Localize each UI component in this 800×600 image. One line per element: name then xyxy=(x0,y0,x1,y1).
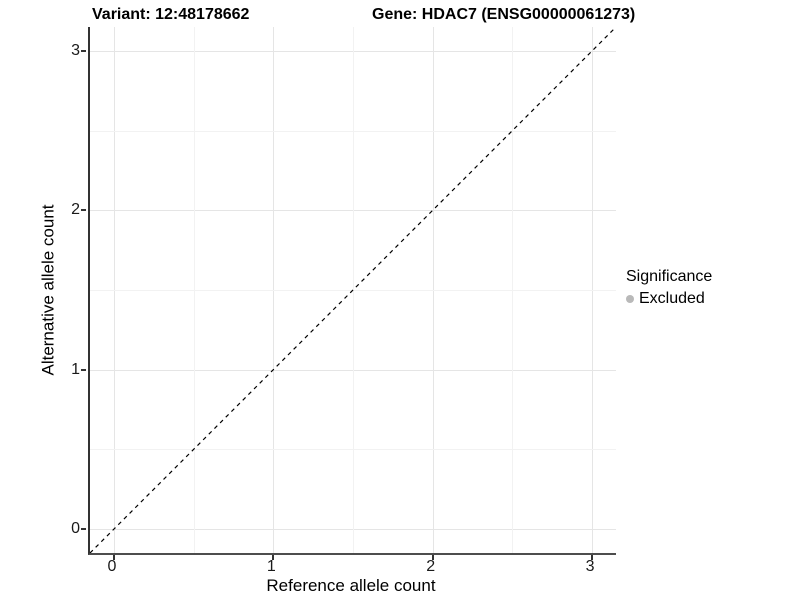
x-tick-mark xyxy=(591,555,594,560)
plot-title-variant: Variant: 12:48178662 xyxy=(92,6,250,23)
y-axis-tick-labels: 0 1 2 3 xyxy=(54,27,80,553)
x-tick-mark xyxy=(272,555,275,560)
y-tick-mark xyxy=(81,49,86,52)
x-tick-label: 2 xyxy=(426,558,436,575)
legend: Significance Excluded xyxy=(626,268,712,308)
x-axis-title: Reference allele count xyxy=(266,576,436,595)
y-tick-mark xyxy=(81,368,86,371)
y-axis-title: Alternative allele count xyxy=(39,204,59,376)
y-tick-label: 1 xyxy=(71,360,80,378)
legend-item-excluded: Excluded xyxy=(626,290,712,308)
x-tick-mark xyxy=(431,555,434,560)
plot-title-gene: Gene: HDAC7 (ENSG00000061273) xyxy=(372,6,636,23)
x-tick-mark xyxy=(112,555,115,560)
y-axis-title-wrap: Alternative allele count xyxy=(34,27,64,553)
identity-line-layer xyxy=(90,27,616,553)
y-tick-mark xyxy=(81,209,86,212)
legend-circle-marker-icon xyxy=(626,295,634,303)
y-tick-label: 0 xyxy=(71,520,80,538)
y-tick-mark xyxy=(81,528,86,531)
x-axis-tick-labels: 0 1 2 3 xyxy=(88,558,614,578)
y-tick-label: 2 xyxy=(71,201,80,219)
x-tick-label: 0 xyxy=(107,558,117,575)
legend-item-label: Excluded xyxy=(639,290,705,307)
legend-title: Significance xyxy=(626,268,713,285)
x-tick-label: 1 xyxy=(266,558,276,575)
x-tick-label: 3 xyxy=(585,558,595,575)
identity-dashed-line xyxy=(90,27,616,553)
y-tick-label: 3 xyxy=(71,41,80,59)
plot-panel xyxy=(81,27,616,560)
